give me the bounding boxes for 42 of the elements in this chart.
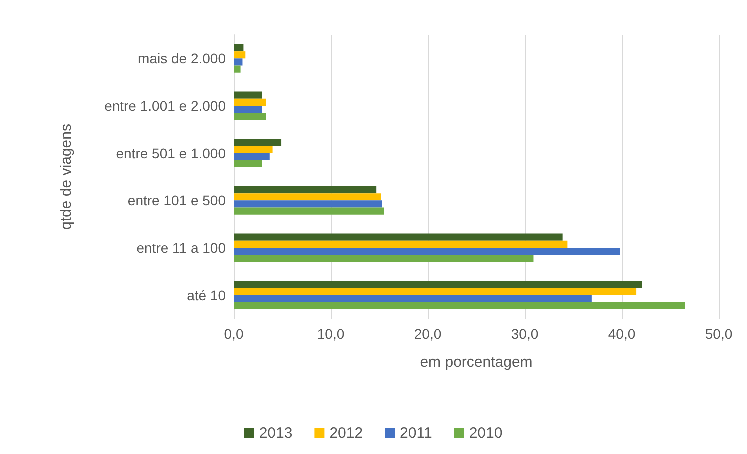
y-tick-label: entre 1.001 e 2.000 — [104, 98, 226, 114]
bar — [234, 255, 534, 262]
bar — [234, 92, 262, 99]
bar — [234, 288, 637, 296]
y-tick-label: entre 501 e 1.000 — [116, 145, 226, 162]
bar — [234, 146, 273, 154]
bar — [234, 194, 382, 201]
bar — [234, 200, 382, 208]
bar — [234, 139, 282, 146]
x-tick-label: 10,0 — [317, 326, 345, 342]
bar — [234, 186, 377, 194]
y-axis-title: qtde de viagens — [58, 124, 75, 230]
x-tick-label: 50,0 — [705, 326, 733, 342]
x-axis-title: em porcentagem — [420, 354, 533, 371]
bar — [234, 234, 563, 241]
bar — [234, 240, 568, 248]
bar — [234, 106, 262, 114]
x-tick-label: 0,0 — [224, 326, 244, 342]
bar — [234, 248, 620, 256]
bar — [234, 44, 244, 52]
bar — [234, 160, 262, 168]
legend-label: 2011 — [400, 425, 432, 442]
x-tick-label: 40,0 — [608, 326, 636, 342]
y-tick-label: até 10 — [187, 287, 226, 304]
bar — [234, 295, 592, 302]
y-tick-label: mais de 2.000 — [138, 50, 226, 67]
legend-label: 2010 — [469, 425, 503, 442]
legend-label: 2013 — [259, 425, 293, 442]
bar — [234, 98, 266, 106]
bar — [234, 281, 642, 288]
legend-label: 2012 — [330, 425, 364, 442]
x-tick-label: 20,0 — [414, 326, 442, 342]
bar — [234, 66, 241, 73]
bar — [234, 58, 243, 66]
bar — [234, 208, 384, 215]
bar — [234, 153, 270, 160]
bar — [234, 113, 266, 120]
bar — [234, 52, 246, 59]
y-tick-label: entre 101 e 500 — [128, 192, 226, 209]
y-tick-label: entre 11 a 100 — [136, 240, 226, 256]
bar — [234, 302, 686, 310]
x-tick-label: 30,0 — [511, 326, 539, 342]
